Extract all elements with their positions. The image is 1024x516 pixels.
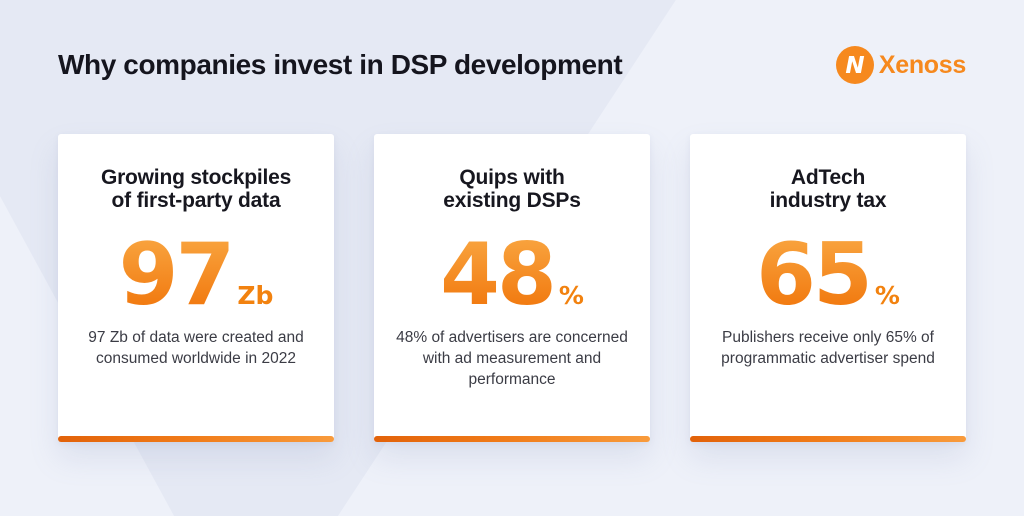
card-accent-bar <box>58 436 334 442</box>
stat-unit: % <box>874 281 900 310</box>
stat-value: 48 <box>440 225 557 325</box>
stat-cards-row: Growing stockpiles of first-party data 9… <box>0 134 1024 442</box>
stat-card-existing-dsps: Quips with existing DSPs 48% 48% of adve… <box>374 134 650 442</box>
stat-figure: 48% <box>374 232 650 318</box>
card-accent-bar <box>374 436 650 442</box>
stat-unit: Zb <box>237 281 274 310</box>
stat-card-adtech-tax: AdTech industry tax 65% Publishers recei… <box>690 134 966 442</box>
xenoss-logo-icon: N <box>835 46 874 84</box>
stat-unit: % <box>558 281 584 310</box>
card-title: Quips with existing DSPs <box>443 166 581 212</box>
stat-figure: 65% <box>690 232 966 318</box>
card-accent-bar <box>690 436 966 442</box>
stat-value: 65 <box>756 225 873 325</box>
stat-description: Publishers receive only 65% of programma… <box>721 329 935 367</box>
xenoss-logo: N Xenoss <box>835 46 966 84</box>
stat-description: 48% of advertisers are concerned with ad… <box>396 329 628 388</box>
stat-value: 97 <box>118 225 236 325</box>
header: Why companies invest in DSP development … <box>0 0 1024 84</box>
stat-figure: 97 Zb <box>58 232 334 318</box>
card-title: AdTech industry tax <box>769 166 887 212</box>
svg-text:N: N <box>845 53 864 79</box>
stat-description: 97 Zb of data were created and consumed … <box>88 329 304 367</box>
stat-card-first-party-data: Growing stockpiles of first-party data 9… <box>58 134 334 442</box>
page-title: Why companies invest in DSP development <box>58 49 623 80</box>
xenoss-logo-text: Xenoss <box>878 50 966 79</box>
card-title: Growing stockpiles of first-party data <box>100 166 292 212</box>
